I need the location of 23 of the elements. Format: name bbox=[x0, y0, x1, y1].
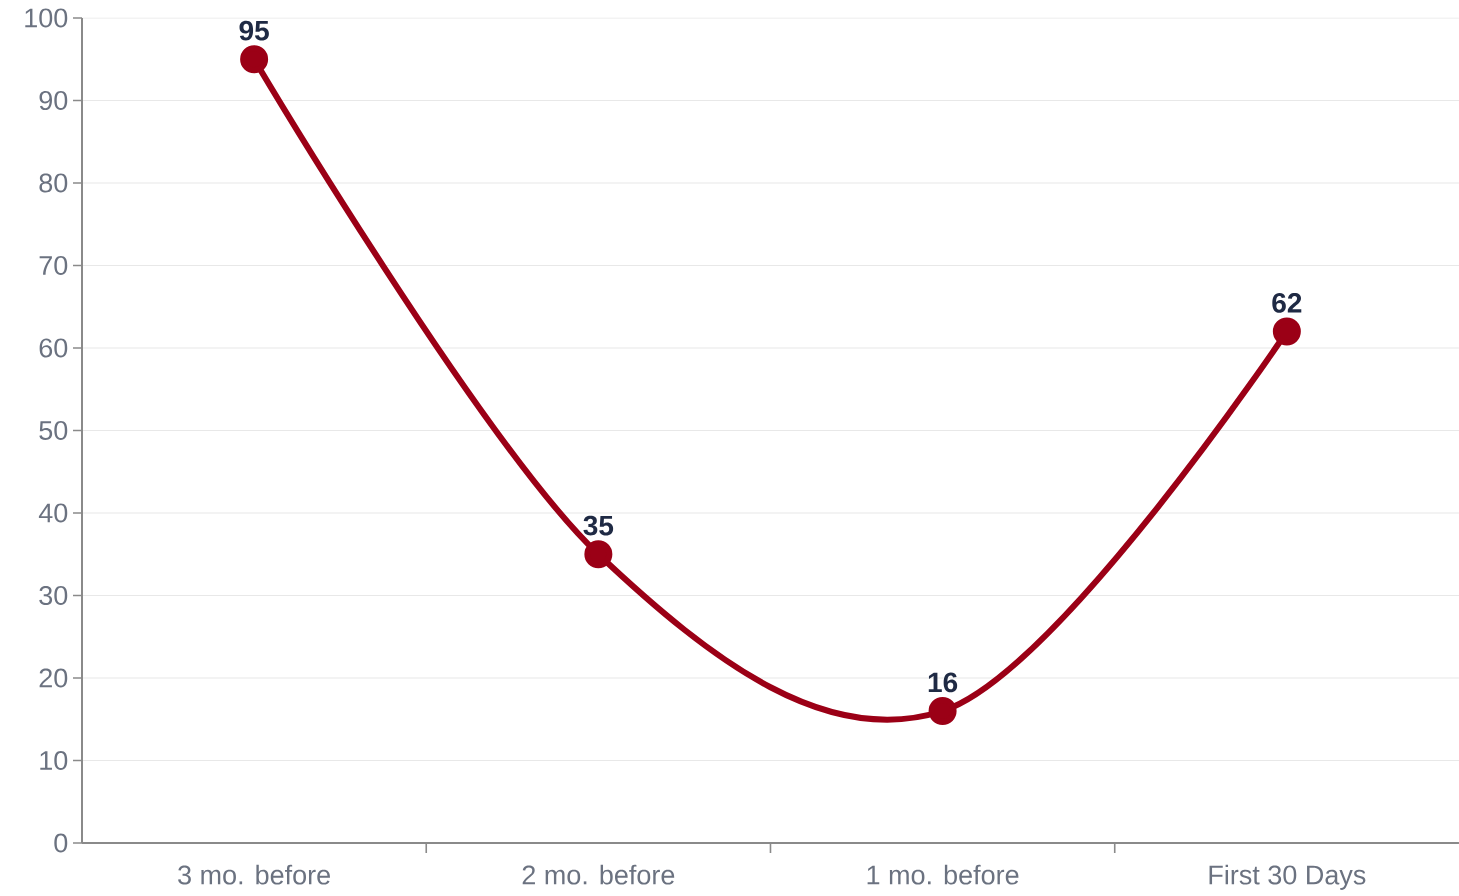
y-tick-label: 70 bbox=[39, 255, 68, 276]
point bbox=[1272, 317, 1301, 346]
x-tick-label: 3 mo. before bbox=[178, 864, 330, 885]
y-tick-label: 100 bbox=[25, 8, 68, 28]
x-tick-label: 1 mo. before bbox=[867, 864, 1019, 885]
y-tick-label: 80 bbox=[39, 173, 68, 193]
x-tick-label: 2 mo. before bbox=[522, 864, 675, 885]
y-tick-label: 60 bbox=[39, 338, 68, 358]
y-tick-label: 30 bbox=[39, 585, 68, 606]
y-tick-label: 0 bbox=[54, 833, 68, 853]
data-label: 62 bbox=[1272, 292, 1302, 313]
data-label: 95 bbox=[239, 20, 269, 41]
y-tick-label: 40 bbox=[38, 503, 68, 523]
point bbox=[240, 45, 269, 74]
y-tick-label: 90 bbox=[39, 90, 68, 111]
data-label: 35 bbox=[583, 515, 614, 536]
y-tick-label: 10 bbox=[40, 750, 68, 771]
y-tick-label: 20 bbox=[39, 668, 68, 688]
y-tick-label: 50 bbox=[39, 420, 68, 441]
point bbox=[928, 697, 957, 725]
x-tick-label: First 30 Days bbox=[1209, 864, 1366, 890]
point bbox=[584, 540, 613, 569]
data-label: 16 bbox=[928, 672, 958, 693]
